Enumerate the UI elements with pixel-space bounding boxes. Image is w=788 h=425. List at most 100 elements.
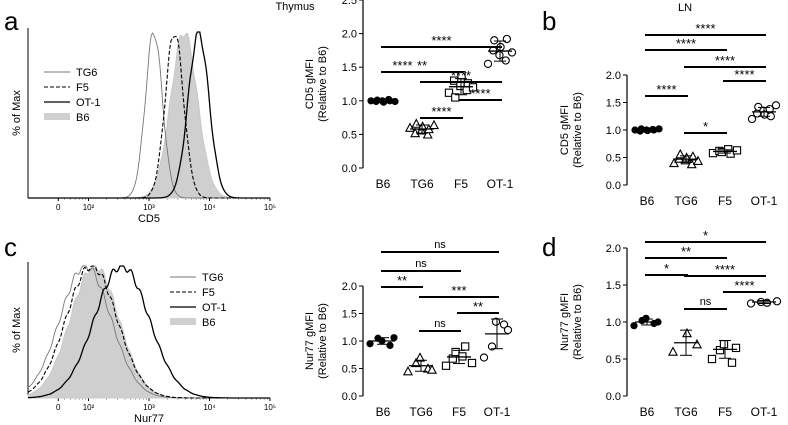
data-point <box>495 50 504 60</box>
data-point <box>402 365 414 376</box>
data-point <box>501 56 510 65</box>
data-point <box>483 59 493 68</box>
y-tick-label: 1.5 <box>342 62 357 74</box>
c-scatter-plot: 0.0 0.5 1.0 1.5 2.0 Nur77 gMFI (Relative to B6… <box>304 239 513 419</box>
data-point <box>502 34 512 44</box>
a-scatter-plot: 0.0 0.5 1.0 1.5 2.0 2.5 CD5 gMFI (Relative to B… <box>304 0 517 191</box>
x-category-label: B6 <box>376 177 391 191</box>
data-point <box>414 352 426 362</box>
y-axis-label-line: (Relative to B6) <box>317 46 329 122</box>
x-category-label: F5 <box>452 405 466 419</box>
x-category-label: OT-1 <box>751 405 778 419</box>
data-point <box>503 325 513 335</box>
y-tick-label: 1.0 <box>606 125 621 137</box>
x-category-label: TG6 <box>674 194 698 208</box>
data-point <box>441 361 451 370</box>
data-point <box>449 76 459 85</box>
y-tick-label: 0.0 <box>606 180 621 192</box>
significance-label: ** <box>473 299 483 314</box>
x-category-label: B6 <box>640 405 655 419</box>
legend-label: B6 <box>202 317 215 329</box>
significance-label: ns <box>434 318 446 330</box>
legend-label: F5 <box>76 82 89 94</box>
data-point <box>386 341 394 349</box>
significance-label: ** <box>417 58 427 73</box>
a-hist-histogram: 0 10² 10³ 10⁴ 10⁵ CD5 % of Max TG6 F5 OT-1 B6 <box>11 28 276 225</box>
data-point <box>630 322 638 330</box>
panel-letter-d: d <box>542 232 556 262</box>
data-point <box>451 347 460 357</box>
data-point <box>732 146 742 155</box>
data-point <box>410 357 422 368</box>
x-tick-label: 10⁵ <box>264 203 276 212</box>
y-tick-label: 1.5 <box>342 309 357 321</box>
data-point <box>772 297 782 306</box>
y-axis-label-line: (Relative to B6) <box>572 92 584 168</box>
significance-label: * <box>703 119 708 134</box>
significance-label: **** <box>470 86 490 101</box>
y-axis-label-line: CD5 gMFI <box>559 105 571 155</box>
y-tick-label: 2.0 <box>606 70 621 82</box>
panel-letter-c: c <box>4 232 17 262</box>
data-point <box>426 364 438 374</box>
c-hist-histogram: 0 10² 10³ 10⁴ 10⁵ Nur77 % of Max TG6 F5 OT-1 B6 <box>11 262 276 425</box>
ln-title: LN <box>678 2 692 14</box>
data-point <box>444 88 454 97</box>
significance-label: **** <box>734 278 754 293</box>
histogram-curve-ot-1 <box>28 265 270 399</box>
panel-letter-a: a <box>4 6 19 36</box>
data-point <box>479 353 489 362</box>
y-tick-label: 0.5 <box>606 354 621 366</box>
significance-label: **** <box>431 33 451 48</box>
data-point <box>390 334 398 342</box>
legend-label: OT-1 <box>202 302 226 314</box>
data-point <box>731 343 741 353</box>
b-scatter-plot: 0.0 0.5 1.0 1.5 2.0 CD5 gMFI (Relative to B6) B… <box>559 21 781 208</box>
x-tick-label: 10³ <box>143 203 155 212</box>
x-tick-label: 10² <box>83 403 95 412</box>
x-tick-label: 10² <box>83 203 95 212</box>
data-point <box>681 327 693 338</box>
data-point <box>467 358 477 368</box>
y-tick-label: 1.5 <box>606 280 621 292</box>
data-point <box>428 119 440 130</box>
significance-label: **** <box>431 104 451 119</box>
data-point <box>422 129 433 139</box>
significance-label: **** <box>715 262 735 277</box>
x-category-label: OT-1 <box>484 405 511 419</box>
data-point <box>366 340 374 348</box>
y-tick-label: 0.0 <box>606 391 621 403</box>
legend-label: TG6 <box>76 67 97 79</box>
histogram-curve-b6 <box>27 265 270 399</box>
data-point <box>507 48 517 57</box>
y-tick-label: 2.0 <box>342 29 357 41</box>
significance-label: * <box>664 261 669 276</box>
x-category-label: F5 <box>718 405 732 419</box>
data-point <box>719 340 729 349</box>
y-tick-label: 0.5 <box>342 364 357 376</box>
x-category-label: TG6 <box>409 405 433 419</box>
data-point <box>692 155 704 165</box>
y-tick-label: 1.0 <box>606 317 621 329</box>
data-point <box>417 121 428 131</box>
x-tick-label: 10⁴ <box>203 403 216 412</box>
legend-label: OT-1 <box>76 97 100 109</box>
data-point <box>747 114 757 124</box>
y-tick-label: 2.5 <box>342 0 357 7</box>
x-tick-label: 0 <box>56 203 61 212</box>
data-point <box>727 358 737 367</box>
significance-label: **** <box>392 58 412 73</box>
x-tick-label: 0 <box>56 403 61 412</box>
y-axis-label: % of Max <box>11 307 23 353</box>
significance-label: **** <box>695 21 715 36</box>
y-tick-label: 2.0 <box>342 281 357 293</box>
x-axis-label: Nur77 <box>134 413 164 425</box>
data-point <box>667 346 679 356</box>
data-point <box>746 299 756 308</box>
data-point <box>771 101 781 110</box>
y-tick-label: 0.5 <box>606 153 621 165</box>
x-tick-label: 10⁴ <box>203 203 216 212</box>
y-tick-label: 1.0 <box>342 336 357 348</box>
legend-swatch <box>170 318 196 325</box>
